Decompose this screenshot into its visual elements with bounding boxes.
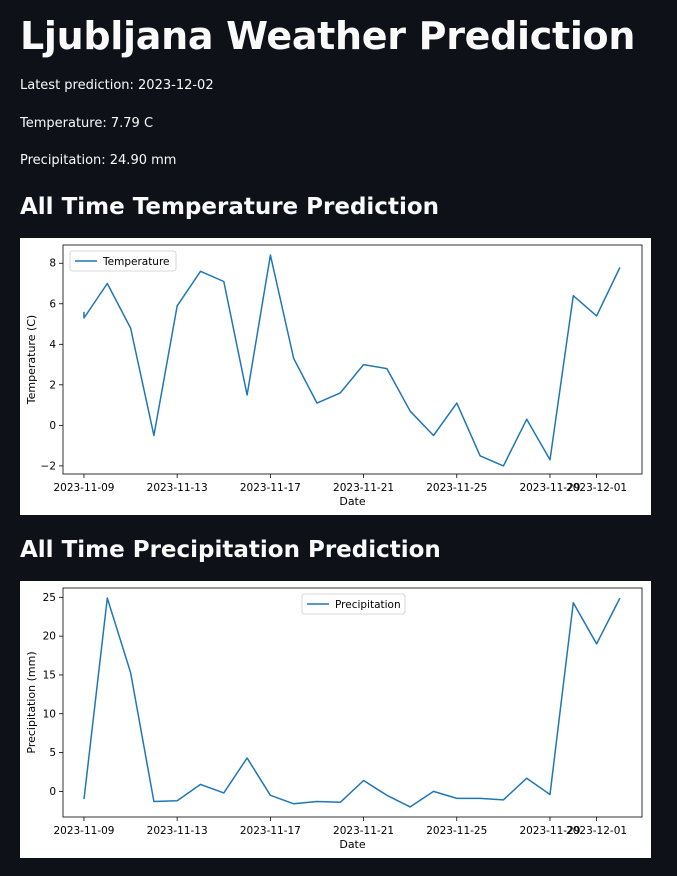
y-tick-label: 15 xyxy=(43,669,56,681)
temperature-section-title: All Time Temperature Prediction xyxy=(20,194,439,220)
x-tick-label: 2023-11-13 xyxy=(147,482,208,494)
page-title: Ljubljana Weather Prediction xyxy=(20,14,636,58)
temperature-chart: −2 0 2 4 6 8 2023-11-09 2023-11-13 2023-11-17 202… xyxy=(20,238,651,515)
temperature-chart-svg: −2 0 2 4 6 8 2023-11-09 2023-11-13 2023-11-17 202… xyxy=(25,244,643,508)
plot-frame xyxy=(62,587,643,818)
y-tick-label: 8 xyxy=(49,258,56,270)
y-tick-label: 10 xyxy=(43,708,56,720)
x-axis-label: Date xyxy=(339,838,366,851)
precipitation-chart-svg: 0 5 10 15 20 25 2023-11-09 2023-11-13 2023-11-17… xyxy=(25,587,643,851)
y-tick-label: 20 xyxy=(43,631,56,643)
x-tick-label: 2023-11-29 xyxy=(519,825,580,837)
x-axis-label: Date xyxy=(339,495,366,508)
legend-box xyxy=(69,250,177,272)
legend-label: Temperature xyxy=(102,256,170,268)
y-tick-label: 0 xyxy=(49,420,56,432)
x-tick-label: 2023-12-01 xyxy=(566,482,627,494)
series-line xyxy=(83,254,621,467)
y-axis-label: Precipitation (mm) xyxy=(25,651,38,753)
y-tick-label: 25 xyxy=(43,592,56,604)
x-tick-label: 2023-11-25 xyxy=(426,825,487,837)
x-tick-label: 2023-11-21 xyxy=(333,825,394,837)
precipitation-section-title: All Time Precipitation Prediction xyxy=(20,537,441,563)
x-tick-label: 2023-11-13 xyxy=(147,825,208,837)
x-tick-label: 2023-12-01 xyxy=(566,825,627,837)
x-tick-label: 2023-11-21 xyxy=(333,482,394,494)
y-tick-label: 4 xyxy=(49,339,56,351)
x-tick-label: 2023-11-29 xyxy=(519,482,580,494)
legend-box xyxy=(301,593,406,615)
plot-frame xyxy=(62,244,643,475)
x-tick-label: 2023-11-09 xyxy=(53,825,114,837)
y-tick-label: 5 xyxy=(49,747,56,759)
y-tick-label: 0 xyxy=(49,786,56,798)
precipitation-text: Precipitation: 24.90 mm xyxy=(20,153,177,168)
x-tick-label: 2023-11-17 xyxy=(240,482,301,494)
y-tick-label: −2 xyxy=(41,460,56,472)
series-line xyxy=(83,597,621,808)
legend-label: Precipitation xyxy=(335,599,401,611)
precipitation-chart: 0 5 10 15 20 25 2023-11-09 2023-11-13 2023-11-17… xyxy=(20,581,651,858)
y-axis-label: Temperature (C) xyxy=(25,315,38,405)
x-tick-label: 2023-11-17 xyxy=(240,825,301,837)
x-tick-label: 2023-11-09 xyxy=(53,482,114,494)
temperature-text: Temperature: 7.79 C xyxy=(20,116,154,131)
latest-prediction-text: Latest prediction: 2023-12-02 xyxy=(20,78,214,93)
x-tick-label: 2023-11-25 xyxy=(426,482,487,494)
y-tick-label: 2 xyxy=(49,379,56,391)
y-tick-label: 6 xyxy=(49,298,56,310)
